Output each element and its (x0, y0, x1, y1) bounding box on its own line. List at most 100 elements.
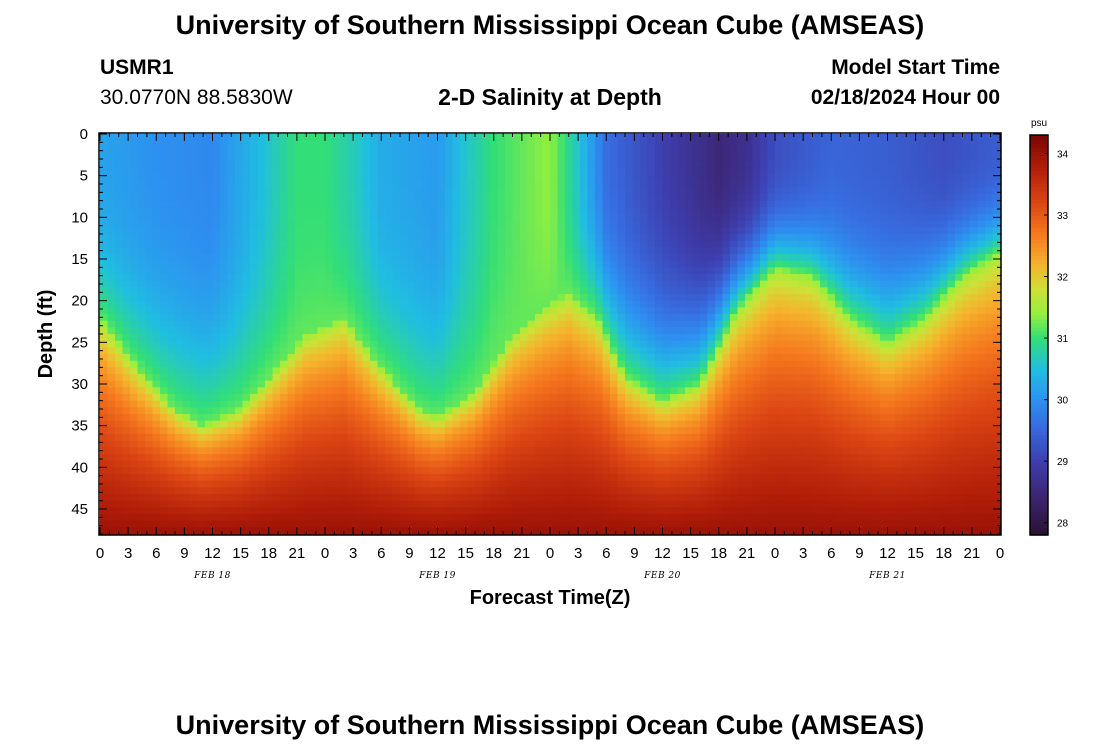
heatmap-cell (265, 267, 274, 275)
heatmap-cell (317, 507, 326, 515)
heatmap-cell (115, 200, 124, 208)
heatmap-cell (602, 360, 611, 368)
heatmap-cell (475, 200, 484, 208)
heatmap-cell (332, 440, 341, 448)
heatmap-cell (227, 327, 236, 335)
heatmap-cell (160, 380, 169, 388)
heatmap-cell (205, 314, 214, 322)
heatmap-cell (392, 260, 401, 268)
heatmap-cell (317, 174, 326, 182)
heatmap-cell (220, 474, 229, 482)
heatmap-cell (467, 420, 476, 428)
heatmap-cell (707, 220, 716, 228)
heatmap-cell (130, 420, 139, 428)
heatmap-cell (377, 314, 386, 322)
heatmap-cell (370, 420, 379, 428)
heatmap-cell (220, 134, 229, 142)
heatmap-cell (122, 520, 131, 528)
heatmap-cell (100, 240, 109, 248)
heatmap-cell (670, 520, 679, 528)
heatmap-cell (355, 407, 364, 415)
heatmap-cell (445, 267, 454, 275)
heatmap-cell (700, 287, 709, 295)
heatmap-cell (407, 334, 416, 342)
heatmap-cell (362, 160, 371, 168)
heatmap-cell (115, 420, 124, 428)
heatmap-cell (325, 420, 334, 428)
heatmap-cell (557, 140, 566, 148)
heatmap-cell (482, 387, 491, 395)
heatmap-cell (640, 380, 649, 388)
heatmap-cell (355, 447, 364, 455)
heatmap-cell (677, 400, 686, 408)
heatmap-cell (370, 227, 379, 235)
heatmap-cell (655, 254, 664, 262)
heatmap-cell (340, 160, 349, 168)
heatmap-cell (250, 200, 259, 208)
heatmap-cell (655, 167, 664, 175)
heatmap-cell (385, 187, 394, 195)
heatmap-cell (257, 207, 266, 215)
heatmap-cell (512, 347, 521, 355)
heatmap-cell (265, 414, 274, 422)
heatmap-cell (617, 440, 626, 448)
heatmap-cell (422, 394, 431, 402)
heatmap-cell (617, 347, 626, 355)
heatmap-cell (145, 234, 154, 242)
heatmap-cell (175, 220, 184, 228)
heatmap-cell (677, 147, 686, 155)
heatmap-cell (212, 280, 221, 288)
heatmap-cell (602, 354, 611, 362)
heatmap-cell (542, 520, 551, 528)
heatmap-cell (310, 460, 319, 468)
heatmap-cell (610, 527, 619, 535)
heatmap-cell (182, 314, 191, 322)
heatmap-cell (437, 380, 446, 388)
heatmap-cell (242, 380, 251, 388)
heatmap-cell (385, 174, 394, 182)
heatmap-cell (527, 420, 536, 428)
heatmap-cell (325, 307, 334, 315)
heatmap-cell (565, 500, 574, 508)
heatmap-cell (445, 327, 454, 335)
heatmap-cell (677, 420, 686, 428)
heatmap-cell (310, 394, 319, 402)
heatmap-cell (572, 214, 581, 222)
heatmap-cell (317, 274, 326, 282)
station-coordinates: 30.0770N 88.5830W (100, 86, 293, 109)
heatmap-cell (145, 160, 154, 168)
heatmap-cell (197, 134, 206, 142)
heatmap-cell (692, 180, 701, 188)
heatmap-cell (467, 407, 476, 415)
heatmap-cell (542, 460, 551, 468)
heatmap-cell (227, 260, 236, 268)
heatmap-cell (640, 180, 649, 188)
heatmap-cell (130, 447, 139, 455)
heatmap-cell (287, 500, 296, 508)
heatmap-cell (115, 514, 124, 522)
heatmap-cell (482, 480, 491, 488)
heatmap-cell (460, 360, 469, 368)
heatmap-cell (145, 427, 154, 435)
heatmap-cell (347, 227, 356, 235)
heatmap-cell (272, 194, 281, 202)
heatmap-cell (302, 167, 311, 175)
heatmap-cell (722, 180, 731, 188)
heatmap-cell (310, 354, 319, 362)
heatmap-cell (302, 340, 311, 348)
heatmap-cell (497, 307, 506, 315)
heatmap-cell (100, 220, 109, 228)
heatmap-cell (280, 154, 289, 162)
heatmap-cell (482, 427, 491, 435)
heatmap-cell (482, 160, 491, 168)
heatmap-cell (227, 220, 236, 228)
heatmap-cell (527, 274, 536, 282)
heatmap-cell (655, 147, 664, 155)
heatmap-cell (400, 260, 409, 268)
heatmap-cell (130, 387, 139, 395)
heatmap-cell (227, 487, 236, 495)
heatmap-cell (257, 214, 266, 222)
heatmap-cell (250, 327, 259, 335)
heatmap-cell (227, 387, 236, 395)
heatmap-cell (295, 320, 304, 328)
